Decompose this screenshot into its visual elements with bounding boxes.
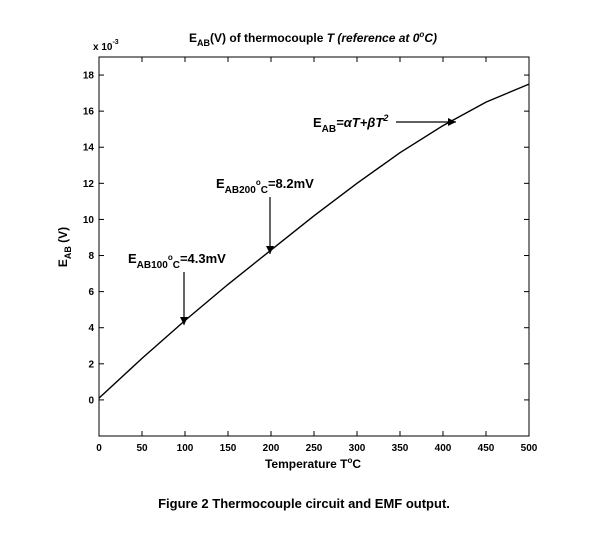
annotation-formula: EAB=αT+βT2: [313, 113, 388, 135]
x-axis: 0 50 100 150 200 250 300 350 400 450 500: [96, 57, 538, 454]
annotation-200-sup: o: [256, 178, 261, 187]
y-axis-label: EAB (V): [56, 227, 73, 267]
annotation-100-post: =4.3mV: [180, 251, 226, 266]
x-tick-label: 0: [96, 443, 102, 454]
x-tick-label: 450: [478, 443, 495, 454]
y-tick-label: 12: [83, 179, 95, 190]
y-axis-label-suffix: (V): [56, 227, 70, 246]
figure-caption: Figure 2 Thermocouple circuit and EMF ou…: [158, 496, 450, 511]
x-tick-label: 50: [136, 443, 148, 454]
y-multiplier-sup: -3: [112, 39, 118, 46]
y-tick-label: 4: [88, 323, 94, 334]
x-tick-label: 500: [521, 443, 538, 454]
y-tick-label: 16: [83, 107, 95, 118]
chart-title: EAB(V) of thermocouple T (reference at 0…: [189, 30, 437, 48]
y-axis-label-sub: AB: [63, 246, 73, 259]
y-tick-label: 2: [88, 359, 94, 370]
y-axis-label-text: E: [56, 259, 70, 267]
y-tick-label: 14: [83, 143, 95, 154]
x-tick-label: 250: [306, 443, 323, 454]
title-suffix: C): [424, 31, 437, 45]
x-axis-label-suffix: C: [352, 457, 361, 471]
title-sup: o: [419, 30, 424, 39]
y-axis: 0 2 4 6 8 10 12 14 16 18: [83, 71, 529, 406]
y-tick-label: 18: [83, 71, 95, 82]
annotation-200-sub2: C: [261, 185, 268, 196]
y-multiplier: x 10-3: [93, 39, 119, 53]
x-axis-label: Temperature ToC: [265, 456, 361, 471]
y-tick-label: 6: [88, 287, 94, 298]
x-axis-label-text: Temperature T: [265, 457, 348, 471]
annotation-200-pre: E: [216, 176, 225, 191]
annotation-200-sub: AB200: [225, 185, 257, 196]
title-middle: (V) of thermocouple: [210, 31, 327, 45]
annotation-formula-sub: AB: [322, 124, 336, 135]
annotation-formula-pre: E: [313, 115, 322, 130]
x-tick-label: 100: [177, 443, 194, 454]
x-tick-label: 200: [263, 443, 280, 454]
y-tick-label: 10: [83, 215, 95, 226]
series-line: [98, 83, 530, 399]
annotation-formula-post: =αT+βT: [336, 115, 384, 130]
annotations: EAB100oC=4.3mV EAB200oC=8.2mV EAB=αT+βT2: [128, 113, 456, 325]
x-tick-label: 350: [392, 443, 409, 454]
x-tick-label: 300: [349, 443, 366, 454]
title-prefix: E: [189, 31, 197, 45]
x-axis-label-sup: o: [347, 456, 352, 465]
annotation-200-post: =8.2mV: [268, 176, 314, 191]
title-italic: T (reference at 0: [327, 31, 420, 45]
x-tick-label: 150: [220, 443, 237, 454]
annotation-100: EAB100oC=4.3mV: [128, 251, 226, 271]
y-tick-label: 8: [88, 251, 94, 262]
annotation-formula-sup: 2: [382, 113, 388, 123]
x-tick-label: 400: [435, 443, 452, 454]
annotation-200: EAB200oC=8.2mV: [216, 176, 314, 196]
annotation-100-sup: o: [168, 253, 173, 262]
annotation-100-pre: E: [128, 251, 137, 266]
annotation-100-sub2: C: [173, 260, 180, 271]
annotation-100-sub: AB100: [137, 260, 169, 271]
y-tick-label: 0: [88, 395, 94, 406]
title-sub: AB: [197, 38, 210, 48]
y-multiplier-text: x 10: [93, 42, 113, 53]
